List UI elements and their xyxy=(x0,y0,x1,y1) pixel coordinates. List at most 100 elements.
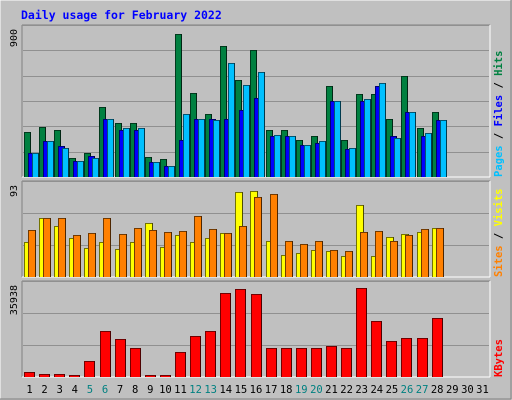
x-tick-label-day-6: 6 xyxy=(102,384,108,396)
hits-bar-hits-day-27 xyxy=(417,128,424,177)
hits-bar-files-day-27 xyxy=(421,136,428,177)
visits-bar-sites-day-14 xyxy=(224,233,232,277)
hits-bar-pages-day-12 xyxy=(198,119,205,177)
hits-bar-pages-day-27 xyxy=(425,133,432,177)
kbytes-bar-kbytes-day-21 xyxy=(326,346,337,377)
hits-bar-pages-day-3 xyxy=(62,148,69,177)
hits-bar-pages-day-4 xyxy=(77,161,84,177)
hits-bar-pages-day-20 xyxy=(319,141,326,177)
x-tick-label-day-19: 19 xyxy=(295,384,308,396)
hits-bar-pages-day-24 xyxy=(379,83,386,177)
hits-bar-files-day-7 xyxy=(119,130,126,177)
visits-max-tick-label: 93 xyxy=(9,185,20,197)
visits-bar-sites-day-20 xyxy=(315,241,323,277)
kbytes-bar-kbytes-day-15 xyxy=(235,289,246,377)
hits-legend-files: Files xyxy=(493,95,505,127)
kbytes-bar-kbytes-day-13 xyxy=(205,331,216,377)
kbytes-bar-kbytes-day-7 xyxy=(115,339,126,377)
hits-bar-files-day-6 xyxy=(103,119,110,177)
hits-bar-hits-day-18 xyxy=(281,130,288,177)
hits-bar-pages-day-21 xyxy=(334,101,341,177)
visits-bar-sites-day-25 xyxy=(390,241,398,277)
hits-bar-pages-day-2 xyxy=(47,141,54,177)
hits-bar-hits-day-4 xyxy=(69,158,76,177)
hits-bar-files-day-15 xyxy=(239,110,246,177)
hits-bar-hits-day-17 xyxy=(266,130,273,177)
x-tick-label-day-30: 30 xyxy=(461,384,474,396)
x-tick-label-day-21: 21 xyxy=(325,384,338,396)
hits-bar-files-day-14 xyxy=(224,119,231,177)
hits-bar-hits-day-7 xyxy=(115,123,122,177)
x-tick-label-day-5: 5 xyxy=(87,384,93,396)
hits-bar-files-day-11 xyxy=(179,140,186,177)
hits-bar-hits-day-2 xyxy=(39,127,46,177)
hits-bar-pages-day-17 xyxy=(274,135,281,177)
hits-bar-hits-day-24 xyxy=(371,94,378,177)
visits-bar-sites-day-28 xyxy=(436,228,444,277)
visits-bar-sites-day-22 xyxy=(345,251,353,277)
x-tick-label-day-22: 22 xyxy=(340,384,353,396)
hits-bar-files-day-26 xyxy=(405,112,412,177)
visits-bar-sites-day-10 xyxy=(164,232,172,277)
visits-bar-sites-day-9 xyxy=(149,230,157,277)
hits-bar-pages-day-25 xyxy=(394,138,401,177)
visits-legend-sites: Sites xyxy=(493,245,505,277)
hits-bar-files-day-3 xyxy=(58,146,65,177)
kbytes-panel: 35938 KBytes xyxy=(9,280,505,378)
kbytes-bar-kbytes-day-3 xyxy=(54,374,65,377)
kbytes-bar-kbytes-day-20 xyxy=(311,348,322,377)
visits-bar-sites-day-11 xyxy=(179,231,187,277)
hits-bar-files-day-12 xyxy=(194,119,201,177)
visits-bar-sites-day-3 xyxy=(58,218,66,277)
visits-bar-sites-day-7 xyxy=(119,234,127,277)
hits-bar-files-day-17 xyxy=(270,136,277,177)
hits-bar-pages-day-18 xyxy=(289,136,296,177)
hits-bar-files-day-18 xyxy=(285,136,292,177)
visits-bar-sites-day-6 xyxy=(103,218,111,277)
hits-bar-files-day-13 xyxy=(209,119,216,177)
hits-bar-hits-day-23 xyxy=(356,94,363,177)
hits-bar-hits-day-12 xyxy=(190,93,197,177)
visits-right-legend: Sites / Visits xyxy=(493,188,505,277)
kbytes-max-tick-label: 35938 xyxy=(9,285,20,315)
hits-bar-pages-day-23 xyxy=(364,99,371,177)
hits-bar-pages-day-19 xyxy=(304,145,311,177)
hits-bar-files-day-22 xyxy=(345,149,352,177)
visits-bar-sites-day-26 xyxy=(405,235,413,277)
hits-legend-separator: / xyxy=(493,76,505,95)
hits-bar-hits-day-26 xyxy=(401,76,408,177)
hits-bar-files-day-8 xyxy=(134,130,141,177)
kbytes-bar-kbytes-day-28 xyxy=(432,318,443,377)
hits-bar-hits-day-15 xyxy=(235,80,242,177)
x-tick-label-day-29: 29 xyxy=(446,384,459,396)
visits-bar-sites-day-18 xyxy=(285,241,293,277)
hits-bar-hits-day-16 xyxy=(250,50,257,177)
hits-bar-hits-day-9 xyxy=(145,157,152,177)
visits-bar-sites-day-12 xyxy=(194,216,202,277)
kbytes-bar-kbytes-day-23 xyxy=(356,288,367,377)
hits-bar-hits-day-14 xyxy=(220,46,227,177)
visits-bar-sites-day-4 xyxy=(73,235,81,277)
kbytes-bar-kbytes-day-17 xyxy=(266,348,277,377)
hits-bar-pages-day-13 xyxy=(213,120,220,177)
visits-bar-sites-day-23 xyxy=(360,232,368,277)
x-tick-label-day-16: 16 xyxy=(250,384,263,396)
hits-bar-hits-day-8 xyxy=(130,123,137,177)
hits-bar-files-day-28 xyxy=(436,120,443,177)
hits-bar-pages-day-22 xyxy=(349,148,356,177)
x-tick-label-day-18: 18 xyxy=(280,384,293,396)
visits-bar-sites-day-2 xyxy=(43,218,51,277)
x-tick-label-day-4: 4 xyxy=(72,384,78,396)
x-tick-label-day-3: 3 xyxy=(57,384,63,396)
hits-bar-files-day-19 xyxy=(300,145,307,177)
kbytes-bar-kbytes-day-22 xyxy=(341,348,352,377)
x-tick-label-day-20: 20 xyxy=(310,384,323,396)
hits-bar-hits-day-10 xyxy=(160,159,167,177)
hits-bar-pages-day-28 xyxy=(440,120,447,177)
visits-bar-sites-day-24 xyxy=(375,231,383,277)
hits-bar-files-day-4 xyxy=(73,161,80,177)
x-tick-label-day-11: 11 xyxy=(174,384,187,396)
visits-bar-sites-day-21 xyxy=(330,250,338,277)
